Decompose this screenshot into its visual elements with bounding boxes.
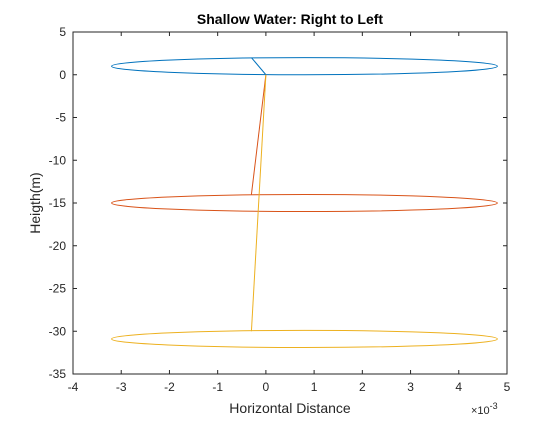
y-tick-label: -5: [55, 111, 66, 125]
y-tick-label: 0: [59, 68, 66, 82]
y-tick-label: -10: [49, 153, 67, 167]
y-axis-label: Heigth(m): [27, 172, 43, 233]
x-tick-label: 0: [263, 380, 270, 394]
y-tick-label: -15: [49, 196, 67, 210]
x-exponent-label: ×10-3: [471, 401, 498, 417]
series-1-ellipse: [111, 57, 498, 76]
x-tick-label: -3: [116, 380, 127, 394]
x-exponent-power: -3: [490, 401, 498, 411]
axes-box: [72, 31, 508, 375]
y-tick-label: -25: [49, 282, 67, 296]
x-tick-label: -1: [212, 380, 223, 394]
chart-title: Shallow Water: Right to Left: [197, 11, 383, 27]
y-tick-label: -30: [49, 324, 67, 338]
series-3-line: [250, 74, 267, 332]
series-2-ellipse: [111, 193, 498, 213]
x-tick-label: 4: [455, 380, 462, 394]
x-exponent-base: ×10: [471, 405, 490, 417]
x-tick-label: -2: [164, 380, 175, 394]
y-tick-label: 5: [59, 25, 66, 39]
y-tick-label: -35: [49, 367, 67, 381]
x-tick-label: -4: [68, 380, 79, 394]
series-1-line: [251, 57, 267, 76]
ticks-layer: -4 -3 -2 -1 0 1 2 3 4 550-5-10-15-20-25-30-35: [49, 25, 511, 394]
x-tick-label: 1: [311, 380, 318, 394]
x-tick-label: 5: [504, 380, 511, 394]
plot-layer: [111, 57, 498, 348]
y-tick-label: -20: [49, 239, 67, 253]
x-tick-label: 2: [359, 380, 366, 394]
series-3-ellipse: [111, 329, 498, 348]
series-2-line: [250, 74, 267, 195]
x-axis-label: Horizontal Distance: [229, 400, 351, 416]
x-tick-label: 3: [407, 380, 414, 394]
